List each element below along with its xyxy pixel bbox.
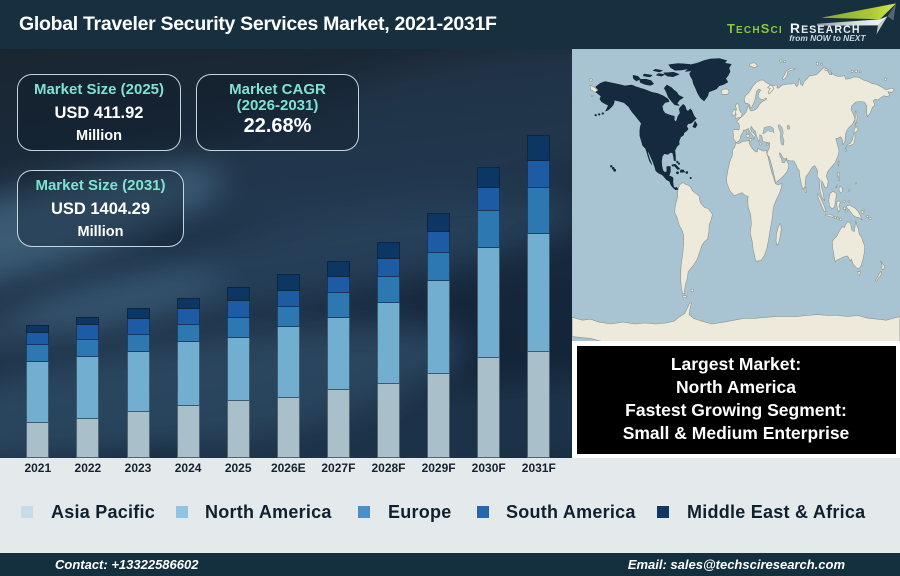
svg-text:from NOW to NEXT: from NOW to NEXT (789, 33, 866, 43)
svg-text:RESEARCH: RESEARCH (790, 21, 861, 36)
svg-text:TECHSCI: TECHSCI (727, 21, 783, 36)
